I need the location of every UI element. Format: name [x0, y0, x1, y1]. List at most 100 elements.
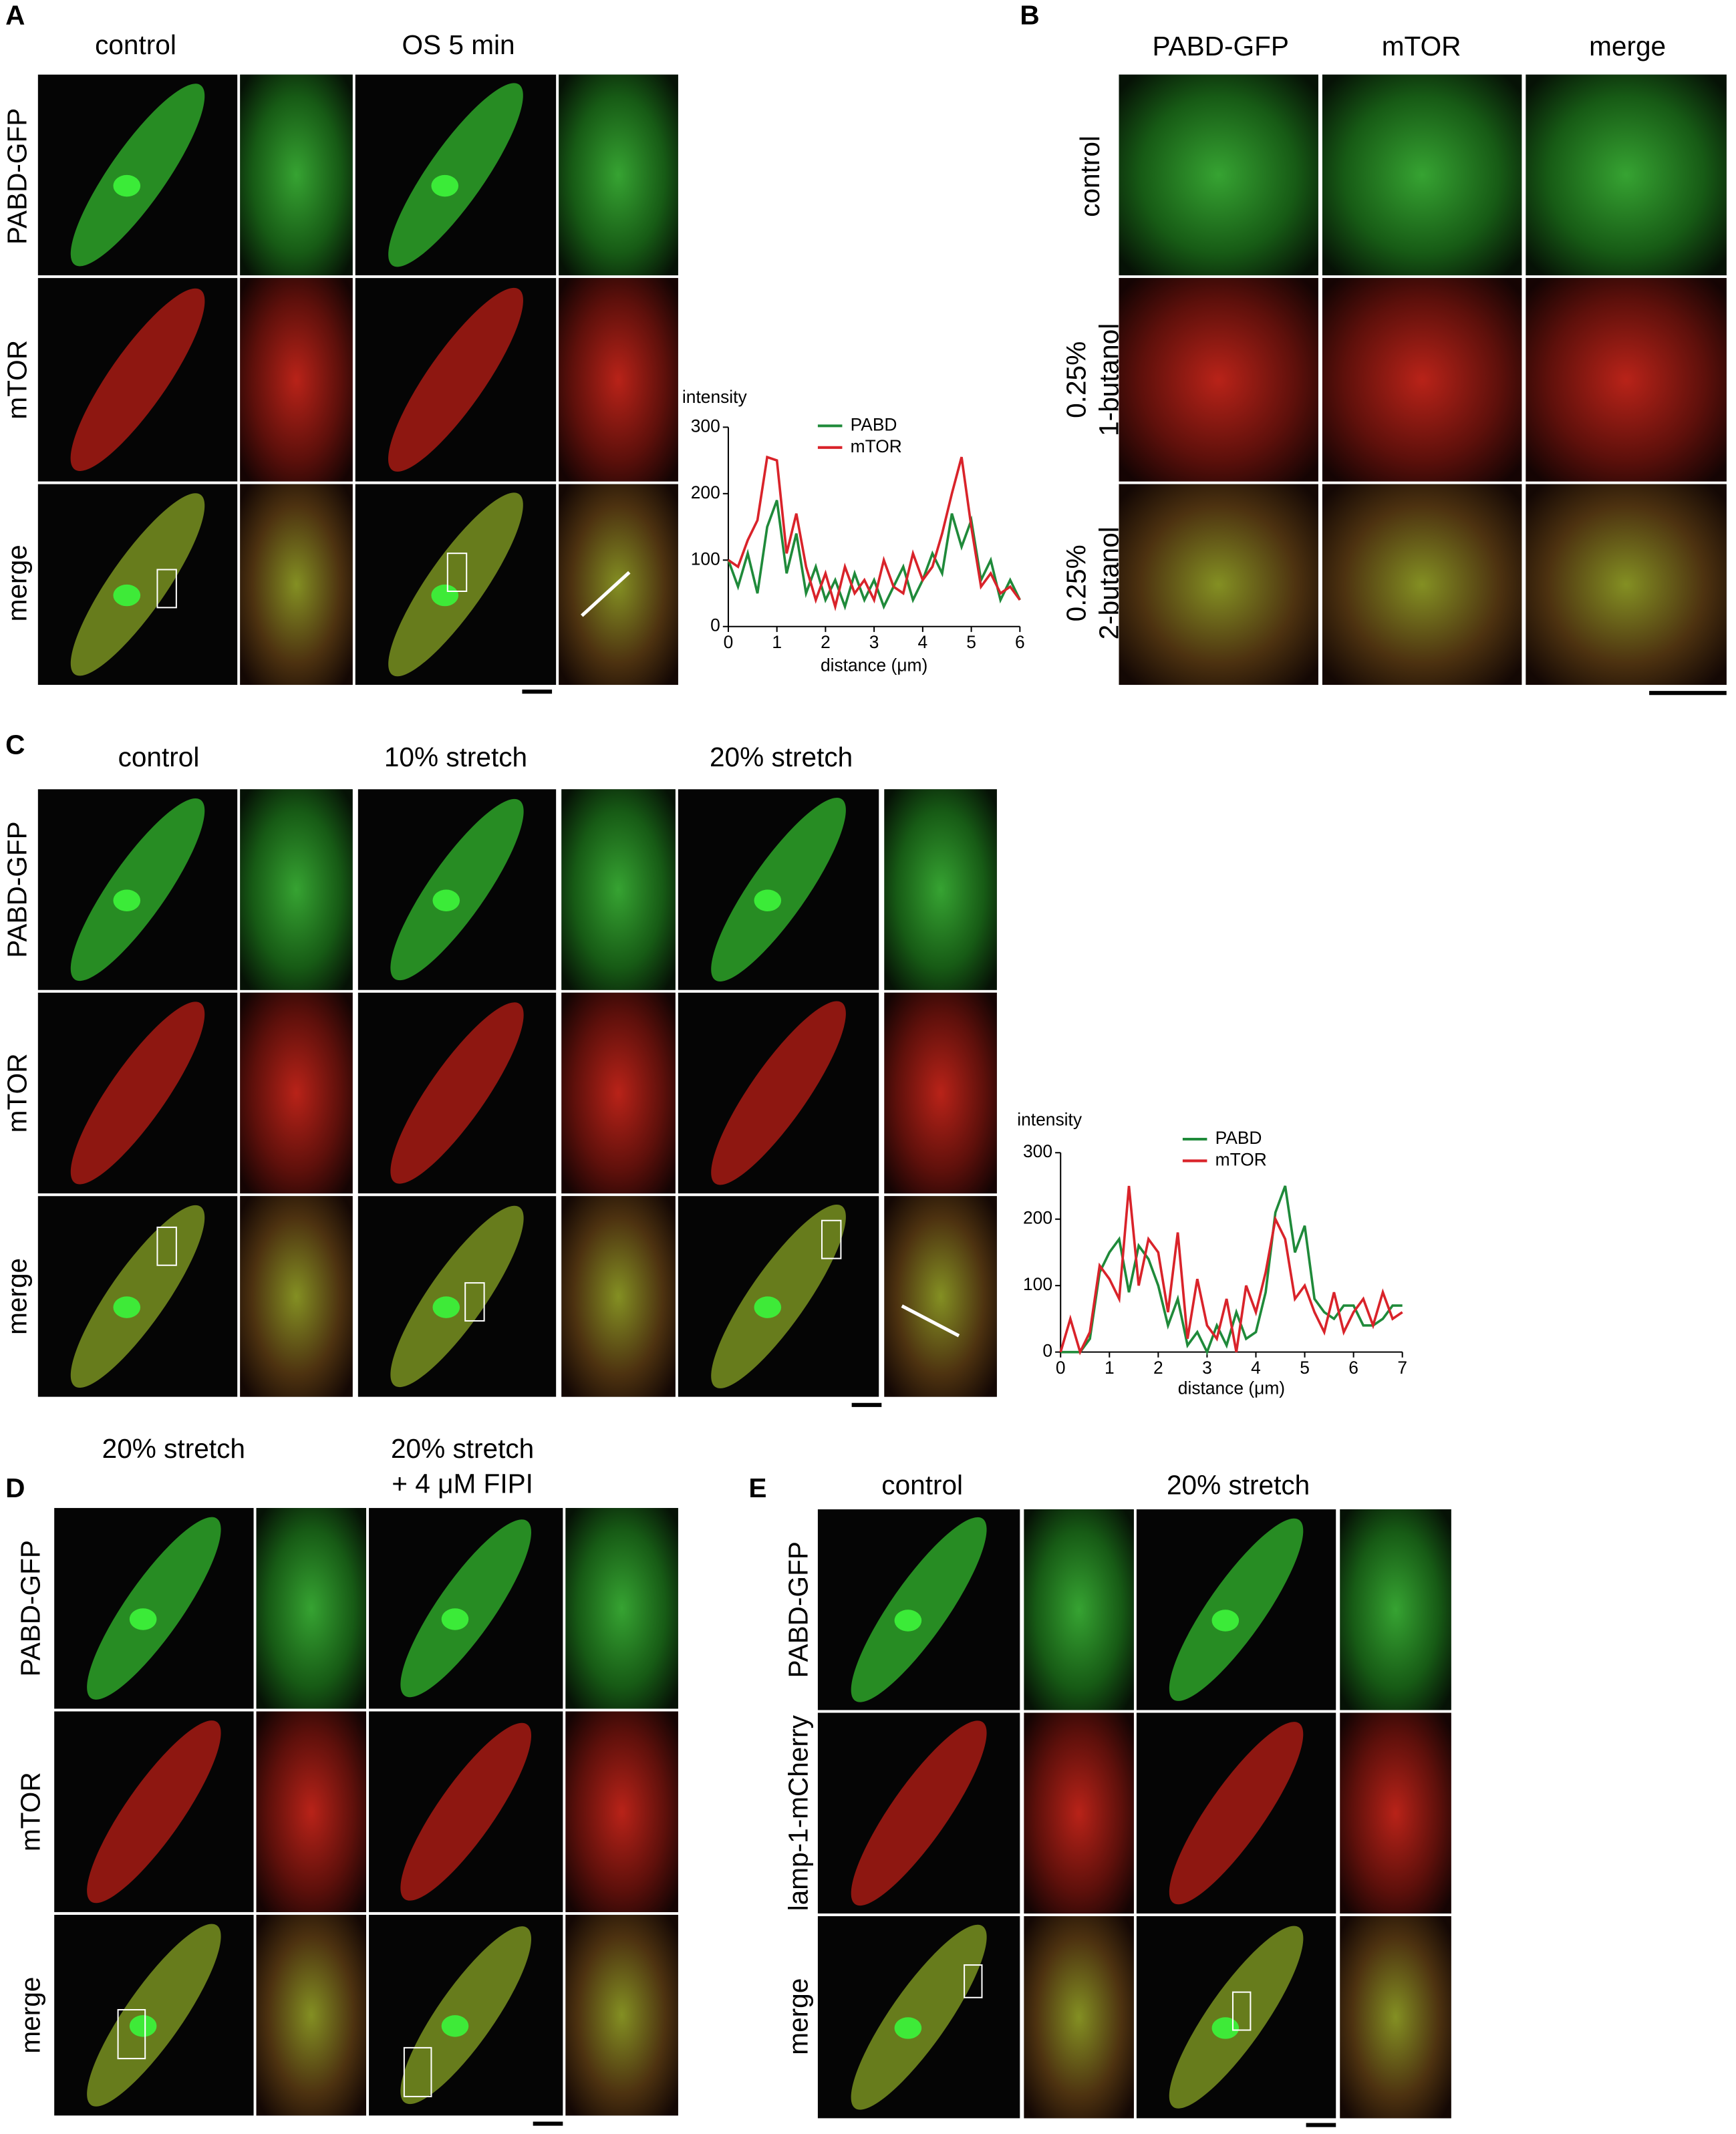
cell	[1169, 1518, 1304, 1701]
column-header: mTOR	[1382, 31, 1461, 61]
legend-label: mTOR	[851, 436, 902, 456]
micrograph-signal	[559, 278, 678, 482]
y-tick-label: 300	[1023, 1141, 1052, 1161]
column-header: 20% stretch	[1167, 1470, 1310, 1501]
nucleus	[441, 1608, 469, 1630]
micrograph-signal	[256, 1711, 367, 1912]
column-header: control	[881, 1470, 963, 1501]
x-tick-label: 1	[1105, 1358, 1115, 1378]
micrograph-signal	[559, 74, 678, 276]
micrograph-signal	[1024, 1509, 1134, 1710]
legend-label: PABD	[851, 414, 897, 434]
row-label-line: PABD-GFP	[1, 821, 32, 957]
micrograph-signal	[240, 992, 353, 1194]
row-label: PABD-GFP	[1, 821, 32, 957]
micrograph-signal	[565, 1508, 678, 1709]
panel-letter: A	[5, 0, 25, 31]
header-line: OS 5 min	[402, 29, 515, 60]
y-tick-label: 100	[1023, 1274, 1052, 1294]
cell	[390, 1002, 524, 1184]
micrograph-signal	[256, 1508, 367, 1709]
micrograph-signal	[240, 74, 353, 276]
header-line: control	[118, 742, 200, 772]
legend-label: mTOR	[1215, 1149, 1267, 1169]
row-label-line: PABD-GFP	[782, 1541, 813, 1678]
row-label-line: merge	[1, 545, 32, 621]
micrograph-signal	[240, 484, 353, 685]
nucleus	[1211, 1610, 1240, 1632]
roi-box	[1232, 1991, 1252, 2031]
x-tick-label: 0	[1056, 1358, 1066, 1378]
micrograph-signal	[884, 1196, 997, 1397]
nucleus	[754, 1296, 782, 1318]
header-line: mTOR	[1382, 31, 1461, 61]
column-header: control	[95, 29, 176, 60]
row-label-line: merge	[1, 1258, 32, 1335]
micrograph-signal	[1119, 484, 1318, 685]
row-label-line: merge	[782, 1978, 813, 2055]
nucleus	[431, 584, 459, 607]
cell	[711, 1204, 846, 1388]
micrograph-signal	[1340, 1509, 1451, 1710]
row-label: merge	[1, 1258, 32, 1335]
row-label-line: PABD-GFP	[15, 1540, 45, 1676]
row-label: 0.25% 1-butanol	[1060, 323, 1124, 436]
cell	[851, 1517, 987, 1702]
cell	[1169, 1926, 1304, 2109]
roi-box	[964, 1964, 983, 1998]
cell	[711, 1001, 846, 1185]
legend-label: PABD	[1215, 1128, 1262, 1148]
header-line: merge	[1589, 31, 1666, 61]
panel-letter: E	[748, 1473, 766, 1503]
x-tick-label: 6	[1348, 1358, 1358, 1378]
micrograph-signal	[1322, 74, 1522, 276]
column-header: control	[118, 742, 200, 772]
column-header: OS 5 min	[402, 29, 515, 60]
micrograph-signal	[1526, 484, 1727, 685]
x-axis-label: distance (μm)	[1178, 1378, 1285, 1398]
y-axis-label: intensity	[1017, 1110, 1082, 1130]
row-label: merge	[782, 1978, 813, 2055]
row-label-line: 1-butanol	[1093, 323, 1124, 436]
row-label-line: 0.25%	[1060, 545, 1091, 621]
micrograph-signal	[240, 1196, 353, 1397]
micrograph-signal	[561, 1196, 676, 1397]
x-tick-label: 6	[1015, 632, 1025, 652]
micrograph-signal	[1119, 74, 1318, 276]
nucleus	[113, 174, 141, 197]
nucleus	[754, 889, 782, 911]
arrow	[581, 571, 631, 617]
cell	[400, 1926, 532, 2105]
micrograph-signal	[1526, 74, 1727, 276]
nucleus	[441, 2015, 469, 2037]
micrograph-signal	[1526, 278, 1727, 482]
y-tick-label: 0	[1042, 1341, 1052, 1361]
micrograph-signal	[256, 1914, 367, 2116]
header-line: 10% stretch	[384, 742, 527, 772]
x-tick-label: 5	[1300, 1358, 1310, 1378]
row-label-line: 0.25%	[1060, 341, 1091, 418]
cell	[70, 798, 205, 981]
header-line: 20% stretch	[1167, 1470, 1310, 1501]
micrograph-signal	[1024, 1712, 1134, 1914]
row-label: mTOR	[1, 1054, 32, 1133]
cell	[87, 1720, 221, 1903]
y-tick-label: 0	[710, 615, 720, 635]
nucleus	[894, 2017, 922, 2039]
micrograph-signal	[240, 278, 353, 482]
panel-letter: C	[5, 730, 25, 760]
x-tick-label: 3	[1202, 1358, 1212, 1378]
micrograph-signal	[240, 789, 353, 990]
nucleus	[129, 1608, 157, 1630]
roi-box	[156, 569, 177, 609]
panel-letter: D	[5, 1473, 25, 1503]
panel-letter: B	[1020, 0, 1039, 31]
row-label-line: merge	[15, 1977, 45, 2054]
x-tick-label: 4	[918, 632, 928, 652]
column-header: 20% stretch	[102, 1433, 245, 1464]
column-header: 20% stretch	[710, 742, 853, 772]
x-tick-label: 4	[1251, 1358, 1261, 1378]
row-label: 0.25% 2-butanol	[1060, 526, 1124, 639]
